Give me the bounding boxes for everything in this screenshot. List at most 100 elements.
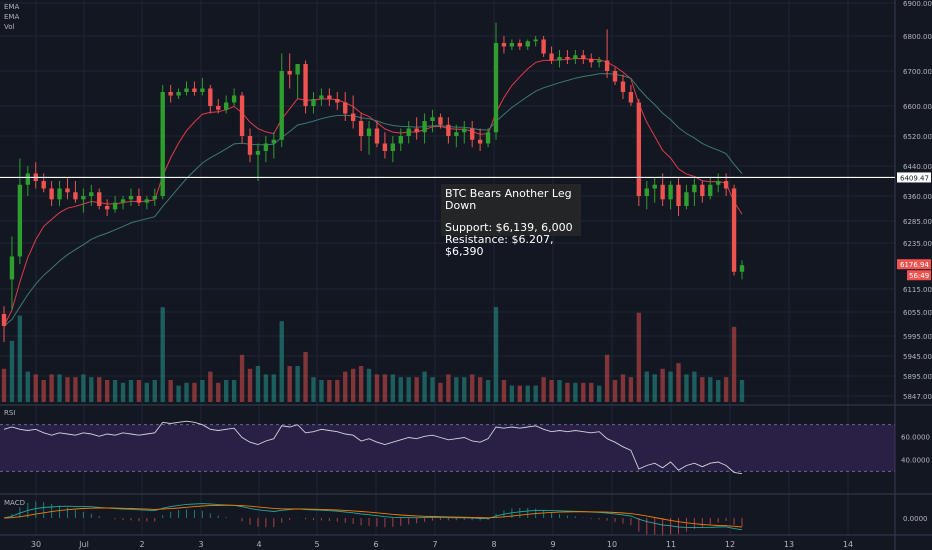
- macd-tick-label: 0.0000: [903, 515, 928, 523]
- candle-body: [620, 81, 626, 92]
- candle-body: [517, 43, 522, 47]
- rsi-tick-label: 40.0000: [901, 457, 930, 465]
- volume-bar: [287, 366, 292, 402]
- volume-bar: [176, 385, 181, 402]
- volume-bar: [128, 380, 134, 402]
- volume-bar: [708, 377, 713, 402]
- candle-body: [279, 71, 284, 140]
- candle-body: [216, 106, 221, 110]
- volume-bar: [374, 374, 380, 402]
- volume-bar: [168, 380, 173, 402]
- volume-bar: [470, 374, 475, 402]
- volume-bar: [723, 377, 729, 402]
- volume-bar: [684, 374, 689, 402]
- volume-bar: [17, 315, 23, 402]
- volume-bar: [120, 382, 126, 402]
- price-tick-label: 6440.00: [903, 163, 932, 171]
- candle-body: [628, 92, 634, 103]
- volume-bar: [303, 352, 308, 402]
- candle-body: [462, 128, 467, 133]
- volume-bar: [596, 385, 602, 402]
- candle-body: [239, 95, 245, 136]
- volume-bar: [184, 382, 189, 402]
- time-tick-label: 12: [725, 540, 735, 549]
- volume-bar: [628, 377, 634, 402]
- candle-body: [303, 64, 308, 106]
- candle-body: [509, 43, 515, 47]
- volume-bar: [652, 374, 657, 402]
- volume-bar: [343, 371, 348, 402]
- candle-body: [446, 124, 451, 136]
- volume-bar: [112, 380, 118, 402]
- volume-bar: [327, 380, 332, 402]
- volume-bar: [509, 385, 515, 402]
- volume-bar: [446, 374, 451, 402]
- volume-bar: [549, 380, 554, 402]
- price-tick-label: 6520.00: [903, 133, 932, 141]
- time-tick-label: 3: [198, 540, 203, 549]
- candle-body: [454, 132, 459, 136]
- candle-body: [422, 121, 427, 133]
- candle-body: [350, 113, 356, 121]
- volume-bar: [350, 368, 356, 402]
- volume-bar: [192, 382, 197, 402]
- price-tick-label: 5847.00: [903, 393, 932, 401]
- candle-body: [470, 128, 475, 140]
- candle-body: [406, 128, 411, 136]
- volume-bar: [612, 380, 618, 402]
- volume-bar: [41, 380, 46, 402]
- countdown-label: 56:49: [909, 272, 929, 280]
- time-tick-label: 5: [314, 540, 319, 549]
- volume-bar: [49, 374, 54, 402]
- volume-bar: [390, 374, 396, 402]
- volume-bar: [224, 380, 229, 402]
- time-tick-label: 10: [607, 540, 617, 549]
- price-tick-label: 6900.00: [903, 0, 932, 8]
- candle-body: [604, 60, 610, 71]
- candle-body: [144, 199, 150, 203]
- candle-body: [382, 143, 388, 151]
- volume-bar: [454, 377, 459, 402]
- volume-bar: [57, 374, 62, 402]
- candle-body: [549, 53, 554, 61]
- price-tick-label: 6055.00: [903, 309, 932, 317]
- time-tick-label: 14: [843, 540, 853, 549]
- price-tick-label: 6115.00: [903, 286, 932, 294]
- volume-bar: [263, 374, 269, 402]
- annotation-title: BTC Bears Another Leg Down: [445, 187, 572, 212]
- candle-body: [208, 88, 213, 106]
- volume-bar: [477, 377, 483, 402]
- candle-body: [612, 71, 618, 82]
- price-tick-label: 6600.00: [903, 103, 932, 111]
- volume-bar: [716, 380, 721, 402]
- price-tick-label: 6800.00: [903, 33, 932, 41]
- candle-body: [9, 256, 15, 280]
- volume-bar: [525, 385, 530, 402]
- annotation-support: Support: $6,139, 6,000: [445, 221, 573, 234]
- volume-bars: [1, 307, 745, 402]
- candle-body: [723, 181, 729, 189]
- volume-bar: [311, 377, 316, 402]
- candle-body: [136, 196, 142, 203]
- countdown-bg: [907, 270, 931, 281]
- candle-body: [81, 196, 86, 200]
- volume-bar: [335, 380, 340, 402]
- candle-body: [541, 39, 546, 54]
- candlesticks: [1, 22, 745, 342]
- rsi-line: [0, 420, 895, 475]
- volume-bar: [565, 382, 570, 402]
- rsi-band: [0, 424, 895, 472]
- price-tick-label: 6360.00: [903, 193, 932, 201]
- candle-body: [343, 102, 348, 114]
- volume-bar: [644, 371, 649, 402]
- candle-body: [120, 199, 126, 203]
- volume-bar: [739, 380, 745, 402]
- time-tick-label: 4: [256, 540, 261, 549]
- volume-bar: [581, 382, 586, 402]
- candle-body: [684, 192, 689, 206]
- volume-bar: [493, 307, 499, 402]
- volume-bar: [573, 382, 578, 402]
- time-tick-label: 9: [550, 540, 555, 549]
- volume-bar: [81, 374, 86, 402]
